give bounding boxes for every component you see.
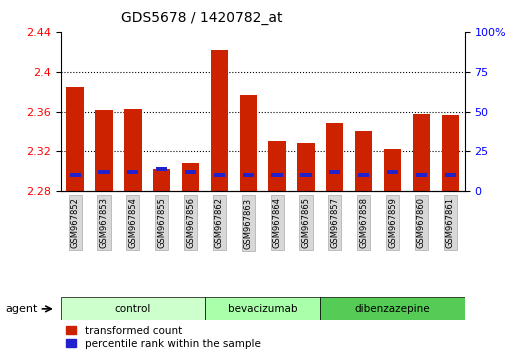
Bar [153,169,171,191]
Text: agent: agent [5,304,37,314]
Bar [70,173,81,177]
Bar [326,124,343,191]
Bar [243,173,254,177]
Text: bevacizumab: bevacizumab [228,304,297,314]
Text: control: control [115,304,151,314]
Bar [413,114,430,191]
Bar [182,163,199,191]
Bar [358,173,369,177]
Bar [124,109,142,191]
Bar [205,297,320,320]
Bar [185,170,196,174]
Bar [271,173,282,177]
Bar [300,173,312,177]
Bar [297,143,315,191]
Bar [445,173,456,177]
Bar [329,170,341,174]
Text: GDS5678 / 1420782_at: GDS5678 / 1420782_at [121,11,283,25]
Bar [127,170,138,174]
Bar [441,115,459,191]
Bar [268,141,286,191]
Bar [384,149,401,191]
Bar [67,87,84,191]
Bar [156,167,167,171]
Bar [96,109,112,191]
Bar [387,170,398,174]
Bar [355,131,372,191]
Bar [320,297,465,320]
Bar [211,50,228,191]
Bar [98,170,110,174]
Text: dibenzazepine: dibenzazepine [355,304,430,314]
Bar [416,173,427,177]
Bar [240,95,257,191]
Bar [61,297,205,320]
Legend: transformed count, percentile rank within the sample: transformed count, percentile rank withi… [66,326,260,349]
Bar [214,173,225,177]
